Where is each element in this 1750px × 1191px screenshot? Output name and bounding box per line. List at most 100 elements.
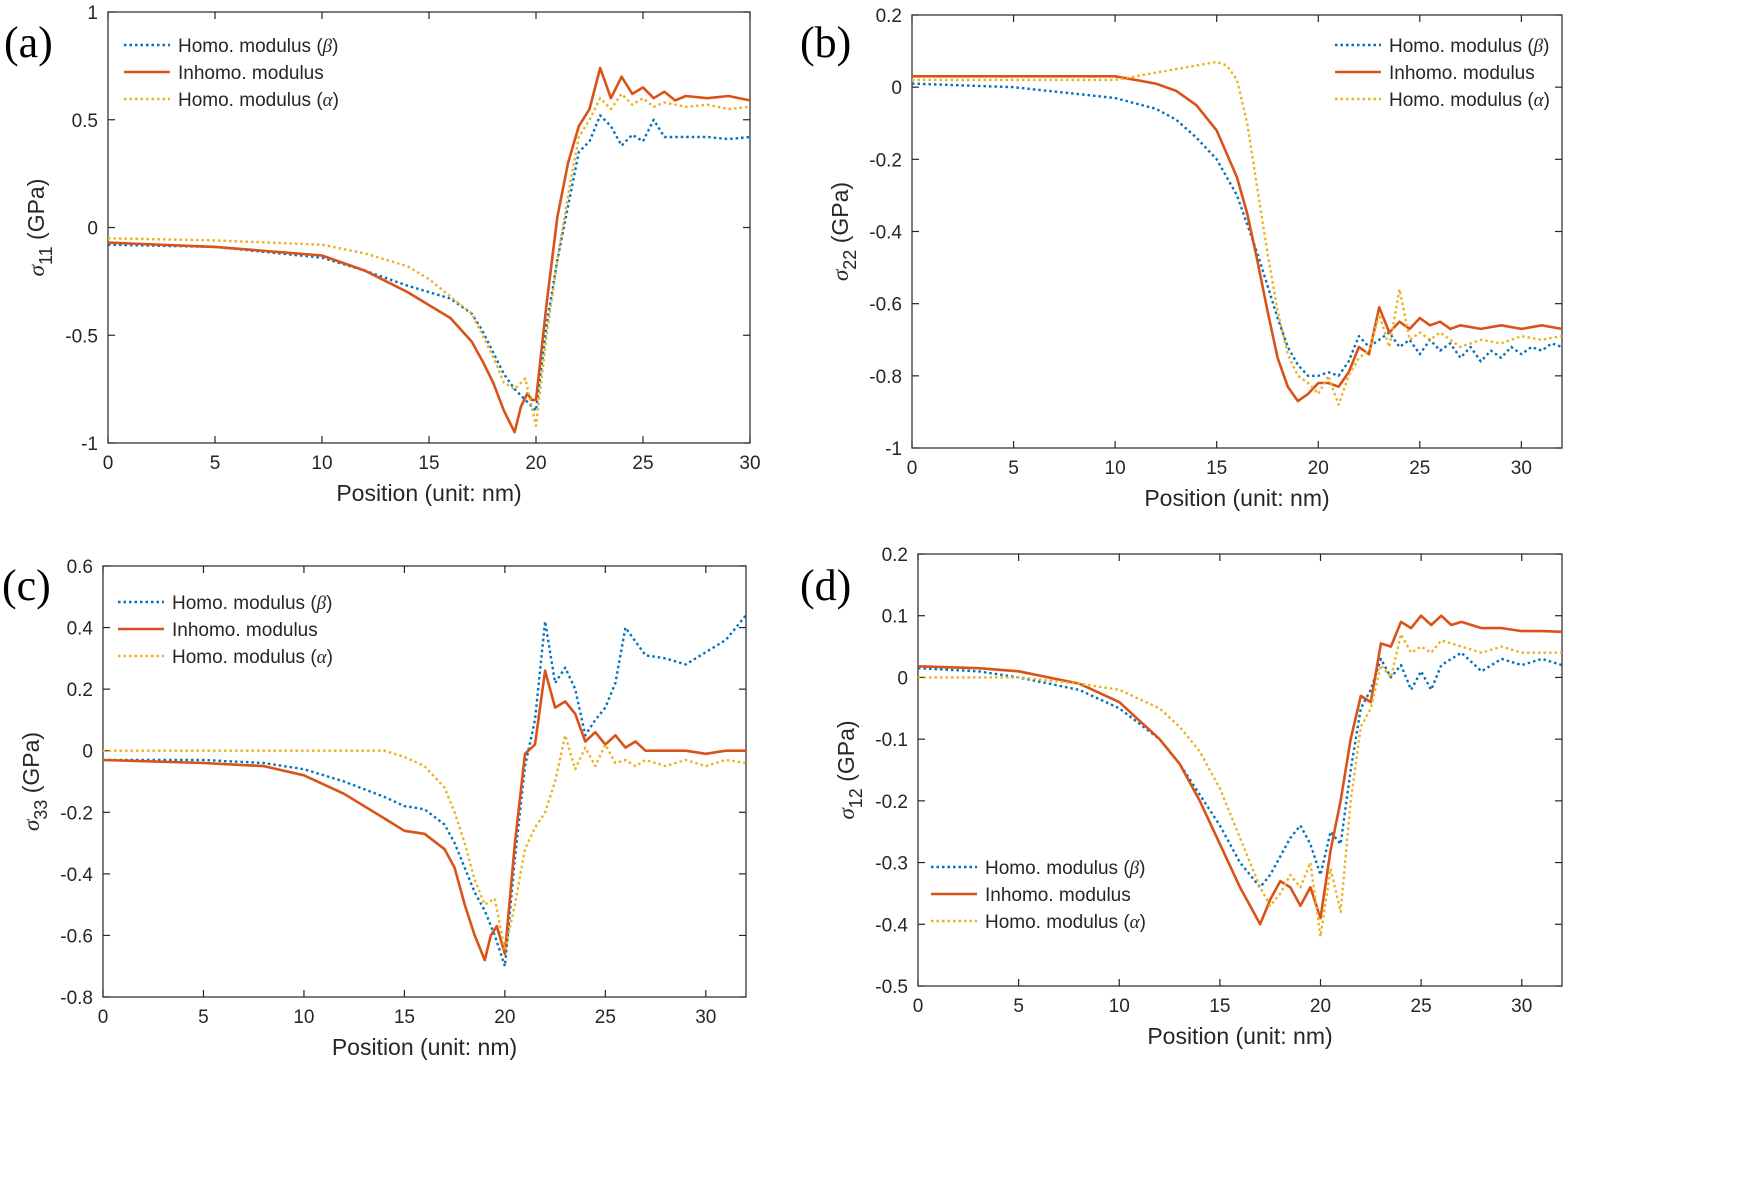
y-label-subscript: 11 (36, 246, 56, 265)
legend-entry: Homo. modulus (α) (985, 912, 1146, 933)
x-tick-label: 15 (1206, 458, 1227, 479)
series-line-alpha (108, 92, 750, 427)
y-tick-label: -0.8 (869, 367, 902, 388)
series-line-inhomo (912, 75, 1562, 403)
legend-greek: α (1130, 912, 1141, 933)
legend-label: Homo. modulus ( (178, 36, 323, 57)
y-tick-label: -0.2 (869, 150, 902, 171)
x-axis-label: Position (unit: nm) (1144, 485, 1329, 511)
legend: Homo. modulus (β) Inhomo. modulus Homo. mo… (1335, 36, 1550, 111)
panel-label: (c) (2, 561, 51, 610)
legend-entry: Homo. modulus (β) (1389, 36, 1549, 57)
x-tick-label: 15 (394, 1007, 415, 1028)
legend-entry: Inhomo. modulus (178, 63, 324, 84)
legend-close: ) (1139, 858, 1145, 879)
legend-entry: Homo. modulus (β) (985, 858, 1145, 879)
panel-b: (b) 0 5 10 15 20 25 30 -1 -0.8 -0.6 -0.4 -0.2 0 0.2 Pos… (800, 6, 1563, 511)
x-tick-label: 15 (418, 453, 439, 474)
x-tick-label: 25 (632, 453, 653, 474)
x-tick-label: 5 (210, 453, 221, 474)
panel-label: (b) (800, 18, 851, 67)
y-label-subscript: 22 (840, 250, 860, 270)
y-tick-label: -0.4 (869, 223, 902, 244)
y-label-subscript: 33 (31, 800, 51, 820)
y-label-unit: (GPa) (827, 182, 853, 250)
y-label-unit: (GPa) (23, 179, 49, 247)
x-axis-label: Position (unit: nm) (1147, 1023, 1332, 1049)
panel-d: (d) 0 5 10 15 20 25 30 -0.5 -0.4 -0.3 -0.2 -0.1 0 0.1 0… (800, 545, 1563, 1049)
legend-label: Homo. modulus ( (985, 912, 1130, 933)
y-tick-label: 0 (891, 78, 902, 99)
legend-label: Homo. modulus ( (985, 858, 1130, 879)
y-label-symbol: σ (24, 263, 49, 276)
panel-c: (c) 0 5 10 15 20 25 30 -0.8 -0.6 -0.4 -0.2 0 0.2 0.4 0.… (2, 557, 747, 1060)
legend-greek: β (1129, 858, 1140, 879)
y-axis-label: σ22 (GPa) (827, 182, 860, 281)
legend-label: Homo. modulus ( (172, 647, 317, 668)
y-tick-label: 0.1 (882, 607, 908, 628)
legend-label: Homo. modulus ( (1389, 90, 1534, 111)
legend-close: ) (332, 36, 338, 57)
y-tick-label: 0.4 (67, 619, 94, 640)
svg-text:σ33 (GPa): σ33 (GPa) (18, 732, 51, 831)
y-tick-label: 0.2 (876, 6, 902, 27)
y-tick-label: -0.1 (875, 730, 908, 751)
panel-label: (d) (800, 561, 851, 610)
x-axis-label: Position (unit: nm) (336, 480, 521, 506)
legend-greek: α (323, 90, 334, 111)
legend-label: Inhomo. modulus (178, 63, 324, 84)
y-tick-label: -0.5 (65, 326, 98, 347)
legend-label: Inhomo. modulus (985, 885, 1131, 906)
y-tick-label: -0.6 (869, 295, 902, 316)
legend-close: ) (326, 593, 332, 614)
legend-close: ) (333, 90, 339, 111)
x-tick-label: 20 (1310, 996, 1331, 1017)
legend-label: Homo. modulus ( (1389, 36, 1534, 57)
legend-close: ) (327, 647, 333, 668)
series-line-beta (103, 614, 746, 968)
axes-box (102, 565, 747, 998)
svg-text:σ12 (GPa): σ12 (GPa) (833, 720, 866, 819)
y-tick-label: 0.2 (882, 545, 908, 566)
x-tick-label: 30 (695, 1007, 716, 1028)
x-tick-label: 0 (913, 996, 924, 1017)
x-tick-label: 10 (1109, 996, 1130, 1017)
x-tick-label: 25 (595, 1007, 616, 1028)
y-label-subscript: 12 (846, 788, 866, 808)
legend-entry: Homo. modulus (α) (172, 647, 333, 668)
x-tick-label: 30 (1511, 458, 1532, 479)
series-line-inhomo (918, 614, 1562, 926)
x-axis-label: Position (unit: nm) (332, 1034, 517, 1060)
x-tick-label: 25 (1409, 458, 1430, 479)
legend-label: Inhomo. modulus (172, 620, 318, 641)
panel-label: (a) (4, 18, 53, 67)
x-tick-label: 0 (907, 458, 918, 479)
y-label-symbol: σ (828, 268, 853, 281)
y-tick-label: -0.2 (875, 792, 908, 813)
y-tick-label: 0.2 (67, 680, 93, 701)
y-tick-label: -0.8 (60, 988, 93, 1009)
series-line-alpha (918, 633, 1562, 938)
svg-text:σ11 (GPa): σ11 (GPa) (23, 179, 56, 277)
y-axis-label: σ11 (GPa) (23, 179, 56, 277)
legend-label: Inhomo. modulus (1389, 63, 1535, 84)
y-label-symbol: σ (834, 807, 859, 820)
legend-entry: Homo. modulus (α) (178, 90, 339, 111)
y-axis-label: σ12 (GPa) (833, 720, 866, 819)
series-line-inhomo (103, 669, 746, 962)
series-line-beta (108, 114, 750, 412)
svg-text:σ22 (GPa): σ22 (GPa) (827, 182, 860, 281)
y-tick-label: 0.5 (72, 111, 98, 132)
legend-greek: β (316, 593, 327, 614)
y-tick-label: -0.5 (875, 977, 908, 998)
legend-label: Homo. modulus ( (172, 593, 317, 614)
x-tick-label: 10 (1105, 458, 1126, 479)
legend-entry: Inhomo. modulus (1389, 63, 1535, 84)
series-line-alpha (912, 60, 1562, 406)
legend-close: ) (1140, 912, 1146, 933)
x-tick-label: 0 (103, 453, 114, 474)
legend-entry: Homo. modulus (α) (1389, 90, 1550, 111)
